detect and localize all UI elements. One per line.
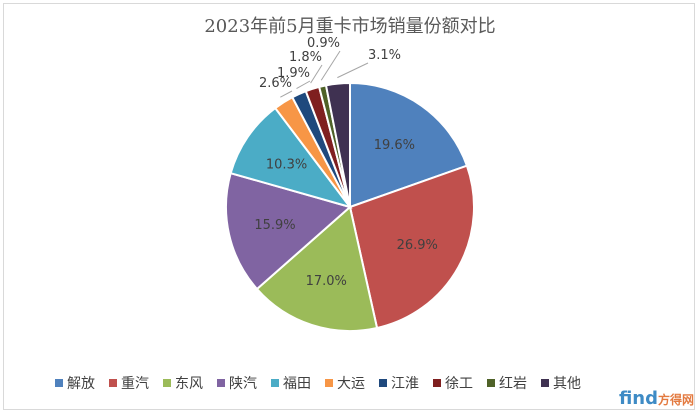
- legend-swatch: [271, 379, 279, 387]
- watermark-brand: find: [618, 388, 658, 409]
- legend-item-红岩: 红岩: [487, 373, 527, 393]
- data-label-江淮: 1.9%: [277, 66, 310, 81]
- data-label-陕汽: 15.9%: [254, 218, 295, 233]
- legend-label: 福田: [283, 376, 311, 392]
- pie-slice-东风: [255, 205, 379, 332]
- legend-item-东风: 东风: [163, 373, 203, 393]
- data-label-其他: 3.1%: [368, 48, 401, 63]
- watermark-suffix: 方得网: [657, 393, 694, 407]
- legend-label: 重汽: [121, 376, 149, 392]
- legend-label: 江淮: [391, 376, 419, 392]
- legend-label: 大运: [337, 376, 365, 392]
- legend-label: 解放: [67, 376, 95, 392]
- legend-swatch: [55, 379, 63, 387]
- watermark-logo: find方得网: [619, 388, 694, 409]
- leader-line-大运: [280, 90, 293, 98]
- legend: 解放 重汽 东风 陕汽 福田 大运 江淮 徐工 红岩 其他: [55, 373, 655, 393]
- legend-item-陕汽: 陕汽: [217, 373, 257, 393]
- legend-item-徐工: 徐工: [433, 373, 473, 393]
- data-label-红岩: 0.9%: [307, 36, 340, 51]
- legend-swatch: [217, 379, 225, 387]
- chart-title: 2023年前5月重卡市场销量份额对比: [204, 16, 496, 37]
- leader-line-其他: [337, 62, 369, 79]
- legend-swatch: [541, 379, 549, 387]
- legend-swatch: [433, 379, 441, 387]
- legend-item-解放: 解放: [55, 373, 95, 393]
- legend-swatch: [379, 379, 387, 387]
- legend-item-其他: 其他: [541, 373, 581, 393]
- data-label-徐工: 1.8%: [289, 50, 322, 65]
- data-label-东风: 17.0%: [306, 274, 347, 289]
- pie-slice-其他: [324, 81, 351, 208]
- legend-swatch: [487, 379, 495, 387]
- legend-swatch: [163, 379, 171, 387]
- leader-line-徐工: [310, 64, 323, 84]
- legend-swatch: [325, 379, 333, 387]
- pie-slice-陕汽: [225, 171, 353, 291]
- pie-slice-重汽: [348, 164, 475, 330]
- data-label-福田: 10.3%: [266, 158, 307, 173]
- data-label-解放: 19.6%: [374, 138, 415, 153]
- legend-item-江淮: 江淮: [379, 373, 419, 393]
- legend-label: 东风: [175, 376, 203, 392]
- legend-item-大运: 大运: [325, 373, 365, 393]
- legend-label: 红岩: [499, 376, 527, 392]
- leader-line-红岩: [320, 50, 341, 81]
- legend-item-重汽: 重汽: [109, 373, 149, 393]
- legend-label: 陕汽: [229, 376, 257, 392]
- leader-line-江淮: [296, 80, 311, 89]
- legend-item-福田: 福田: [271, 373, 311, 393]
- data-label-重汽: 26.9%: [397, 238, 438, 253]
- legend-swatch: [109, 379, 117, 387]
- legend-label: 徐工: [445, 376, 473, 392]
- legend-label: 其他: [553, 376, 581, 392]
- pie-slice-福田: [229, 106, 353, 209]
- data-label-大运: 2.6%: [259, 76, 292, 91]
